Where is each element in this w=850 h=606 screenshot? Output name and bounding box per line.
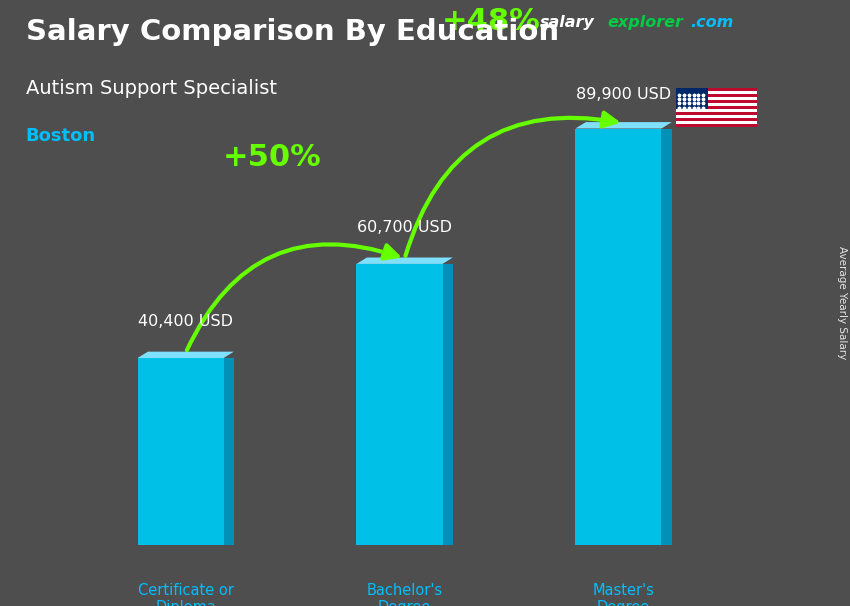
Text: explorer: explorer xyxy=(608,15,683,30)
Bar xyxy=(676,118,756,121)
Bar xyxy=(676,88,756,91)
Bar xyxy=(443,264,453,545)
Bar xyxy=(676,121,756,124)
Bar xyxy=(676,106,756,109)
Bar xyxy=(676,91,756,94)
Polygon shape xyxy=(138,351,234,358)
Bar xyxy=(661,128,672,545)
Bar xyxy=(676,103,756,106)
Bar xyxy=(676,97,756,100)
Polygon shape xyxy=(575,122,672,128)
Text: +50%: +50% xyxy=(223,143,321,171)
Polygon shape xyxy=(356,258,453,264)
Bar xyxy=(676,115,756,118)
Bar xyxy=(138,358,224,545)
Bar xyxy=(676,94,756,97)
Text: 89,900 USD: 89,900 USD xyxy=(576,87,672,102)
Bar xyxy=(224,358,234,545)
Bar xyxy=(676,88,708,109)
Text: .com: .com xyxy=(690,15,734,30)
Text: Salary Comparison By Education: Salary Comparison By Education xyxy=(26,18,558,46)
Text: Master's
Degree: Master's Degree xyxy=(592,583,654,606)
Text: Certificate or
Diploma: Certificate or Diploma xyxy=(138,583,234,606)
Bar xyxy=(676,109,756,112)
Text: salary: salary xyxy=(540,15,594,30)
Text: 40,400 USD: 40,400 USD xyxy=(139,314,233,328)
Bar xyxy=(676,112,756,115)
Text: Bachelor's
Degree: Bachelor's Degree xyxy=(366,583,443,606)
Text: Boston: Boston xyxy=(26,127,95,145)
Bar xyxy=(676,100,756,103)
Text: 60,700 USD: 60,700 USD xyxy=(357,219,452,235)
Text: Autism Support Specialist: Autism Support Specialist xyxy=(26,79,276,98)
Bar xyxy=(356,264,443,545)
Bar xyxy=(575,128,661,545)
Text: +48%: +48% xyxy=(441,7,540,36)
Text: Average Yearly Salary: Average Yearly Salary xyxy=(837,247,847,359)
Bar xyxy=(676,124,756,127)
